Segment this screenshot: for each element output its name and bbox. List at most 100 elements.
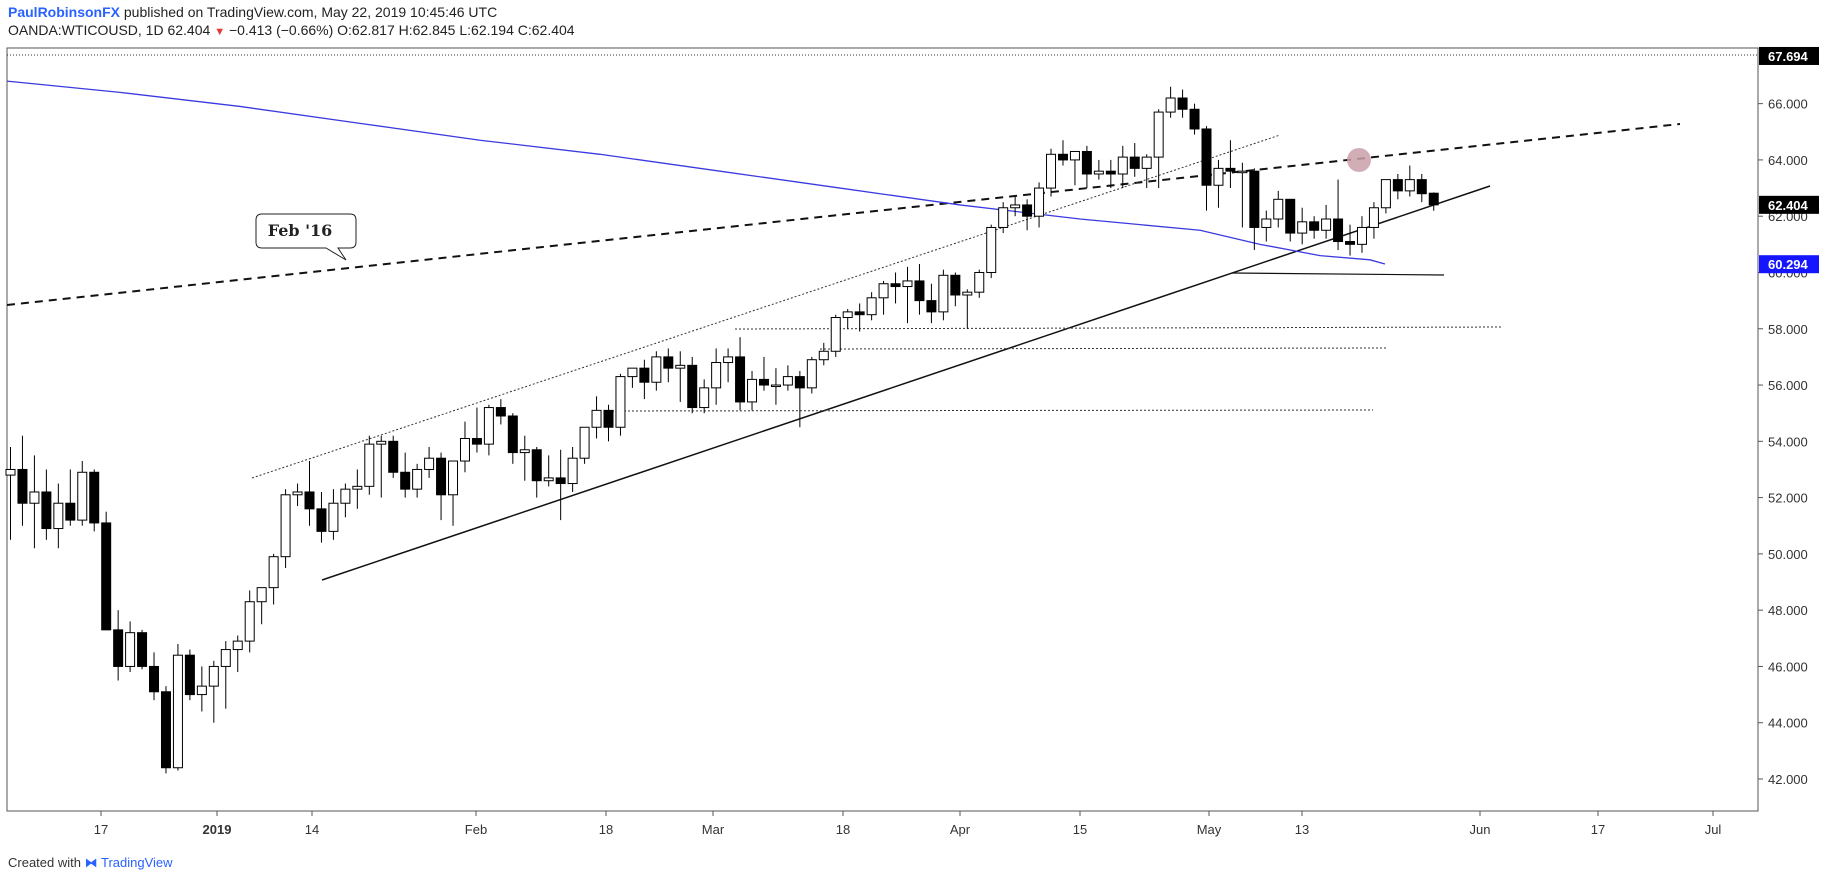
- candle[interactable]: [1034, 182, 1045, 228]
- candle[interactable]: [603, 404, 614, 442]
- candle[interactable]: [806, 356, 817, 394]
- candle[interactable]: [1273, 190, 1284, 228]
- candle[interactable]: [782, 365, 793, 391]
- candle[interactable]: [172, 643, 183, 771]
- candle[interactable]: [53, 483, 64, 549]
- candle[interactable]: [196, 666, 207, 712]
- candle[interactable]: [1093, 159, 1104, 180]
- candle[interactable]: [1249, 168, 1260, 250]
- candle[interactable]: [1428, 192, 1439, 211]
- candle[interactable]: [1177, 89, 1188, 118]
- candle[interactable]: [1105, 159, 1116, 189]
- candle[interactable]: [747, 370, 758, 411]
- candle[interactable]: [137, 629, 148, 670]
- candle[interactable]: [1404, 165, 1415, 197]
- candle[interactable]: [866, 292, 877, 321]
- candle[interactable]: [1345, 224, 1356, 256]
- candle[interactable]: [208, 660, 219, 723]
- candle[interactable]: [519, 435, 530, 481]
- candle[interactable]: [89, 469, 100, 532]
- candle[interactable]: [1416, 173, 1427, 203]
- candle[interactable]: [125, 621, 136, 673]
- candle[interactable]: [1285, 198, 1296, 242]
- candle[interactable]: [699, 379, 710, 414]
- candle[interactable]: [854, 303, 865, 332]
- candle[interactable]: [1081, 145, 1092, 189]
- candle[interactable]: [1129, 143, 1140, 177]
- candle[interactable]: [256, 587, 267, 625]
- candle[interactable]: [1392, 173, 1403, 200]
- candle[interactable]: [101, 511, 112, 631]
- candle[interactable]: [830, 314, 841, 357]
- candle[interactable]: [436, 452, 447, 521]
- candle[interactable]: [794, 370, 805, 428]
- candle[interactable]: [735, 337, 746, 411]
- candle[interactable]: [1141, 154, 1152, 189]
- candle[interactable]: [507, 413, 518, 464]
- candle[interactable]: [1201, 126, 1212, 211]
- candle[interactable]: [1333, 179, 1344, 250]
- candle[interactable]: [1117, 145, 1128, 189]
- candle[interactable]: [41, 469, 52, 540]
- candle[interactable]: [1046, 148, 1057, 197]
- candle[interactable]: [29, 455, 40, 549]
- price-axis[interactable]: 42.000 44.000 46.000 48.000 50.000 52.000 54.0…: [1758, 97, 1808, 787]
- candle[interactable]: [1189, 103, 1200, 135]
- candle[interactable]: [675, 351, 686, 402]
- candle[interactable]: [184, 649, 195, 701]
- candle[interactable]: [424, 446, 435, 478]
- candle[interactable]: [950, 272, 961, 307]
- candle[interactable]: [1237, 162, 1248, 228]
- candle[interactable]: [471, 407, 482, 453]
- candle[interactable]: [1356, 216, 1367, 253]
- candle[interactable]: [651, 351, 662, 391]
- candle[interactable]: [483, 404, 494, 456]
- candle[interactable]: [388, 435, 399, 478]
- candle[interactable]: [986, 224, 997, 279]
- tradingview-brand-link[interactable]: TradingView: [101, 855, 173, 870]
- candle[interactable]: [926, 283, 937, 324]
- candle[interactable]: [878, 280, 889, 315]
- candle[interactable]: [890, 272, 901, 304]
- candle[interactable]: [974, 269, 985, 298]
- candle[interactable]: [723, 348, 734, 383]
- candle[interactable]: [1010, 196, 1021, 217]
- candle[interactable]: [220, 641, 231, 709]
- candle[interactable]: [5, 446, 16, 540]
- candle[interactable]: [842, 309, 853, 329]
- candle[interactable]: [1261, 210, 1272, 242]
- candle[interactable]: [352, 469, 363, 509]
- candle[interactable]: [615, 373, 626, 436]
- candle[interactable]: [17, 435, 28, 526]
- candle[interactable]: [77, 461, 88, 526]
- candle[interactable]: [340, 483, 351, 518]
- candle[interactable]: [113, 610, 124, 681]
- candle[interactable]: [364, 435, 375, 495]
- candle[interactable]: [818, 342, 829, 366]
- candle[interactable]: [400, 452, 411, 498]
- candle[interactable]: [998, 202, 1009, 234]
- candle[interactable]: [758, 356, 769, 391]
- time-axis[interactable]: 17 2019 14 Feb 18 Mar 18 Apr 15 May 13 Jun 17 Jul: [94, 811, 1722, 837]
- candle[interactable]: [1297, 207, 1308, 245]
- candle[interactable]: [1225, 140, 1236, 189]
- candle[interactable]: [304, 461, 315, 526]
- candle[interactable]: [567, 446, 578, 492]
- candle[interactable]: [1165, 86, 1176, 118]
- candle[interactable]: [292, 483, 303, 507]
- candle[interactable]: [316, 491, 327, 543]
- candle[interactable]: [160, 686, 171, 774]
- candle[interactable]: [711, 348, 722, 405]
- candle[interactable]: [902, 266, 913, 324]
- candle[interactable]: [1309, 216, 1320, 239]
- candle[interactable]: [448, 460, 459, 526]
- candle[interactable]: [149, 652, 160, 701]
- candle[interactable]: [591, 396, 602, 439]
- candle[interactable]: [627, 367, 638, 388]
- candle[interactable]: [1069, 150, 1080, 186]
- candle[interactable]: [1368, 202, 1379, 239]
- candle[interactable]: [531, 446, 542, 498]
- candle[interactable]: [1380, 179, 1391, 214]
- candle[interactable]: [555, 449, 566, 521]
